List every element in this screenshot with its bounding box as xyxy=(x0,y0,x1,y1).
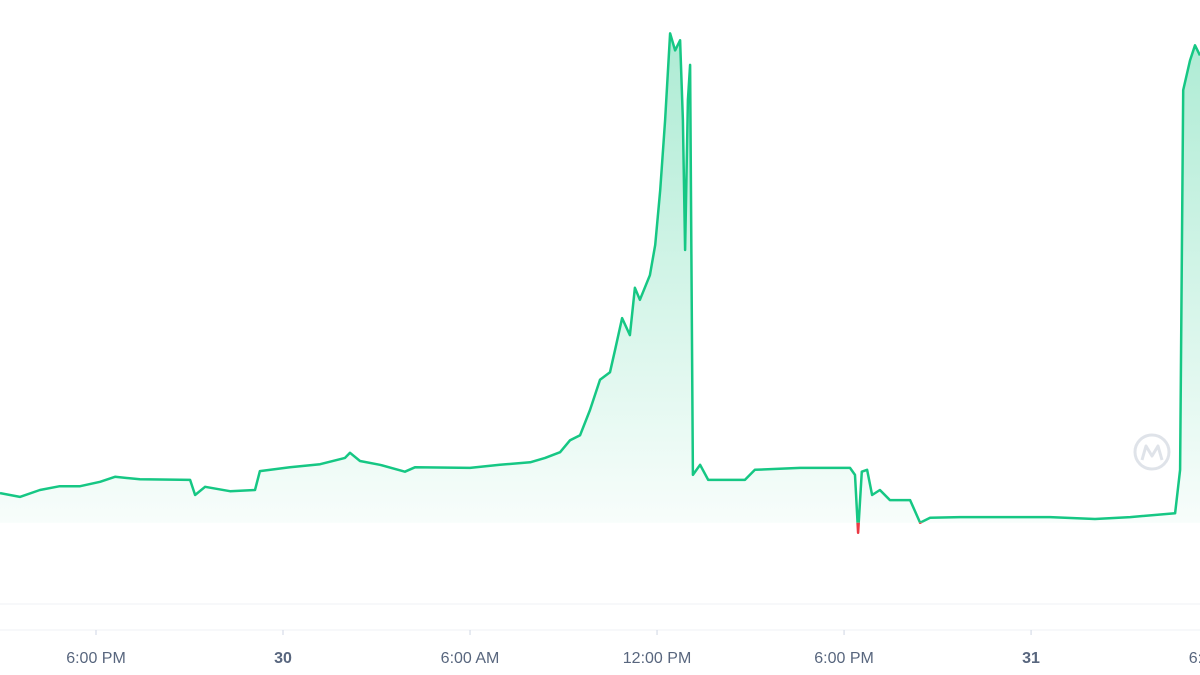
price-line xyxy=(0,32,1200,523)
x-tick-label: 6:00 PM xyxy=(66,650,126,667)
x-tick-label: 6:00 AM xyxy=(441,650,500,667)
x-tick-label: 12:00 PM xyxy=(623,650,691,667)
x-tick-label: 6:00 AM xyxy=(1189,650,1200,667)
x-tick-label: 30 xyxy=(274,650,292,667)
x-ticks: 6:00 PM 30 6:00 AM 12:00 PM 6:00 PM 31 6:00 AM xyxy=(66,630,1200,667)
watermark-logo xyxy=(1133,433,1171,471)
plot xyxy=(0,32,1200,535)
price-area xyxy=(0,33,1200,523)
x-tick-label: 6:00 PM xyxy=(814,650,874,667)
x-tick-label: 31 xyxy=(1022,650,1040,667)
